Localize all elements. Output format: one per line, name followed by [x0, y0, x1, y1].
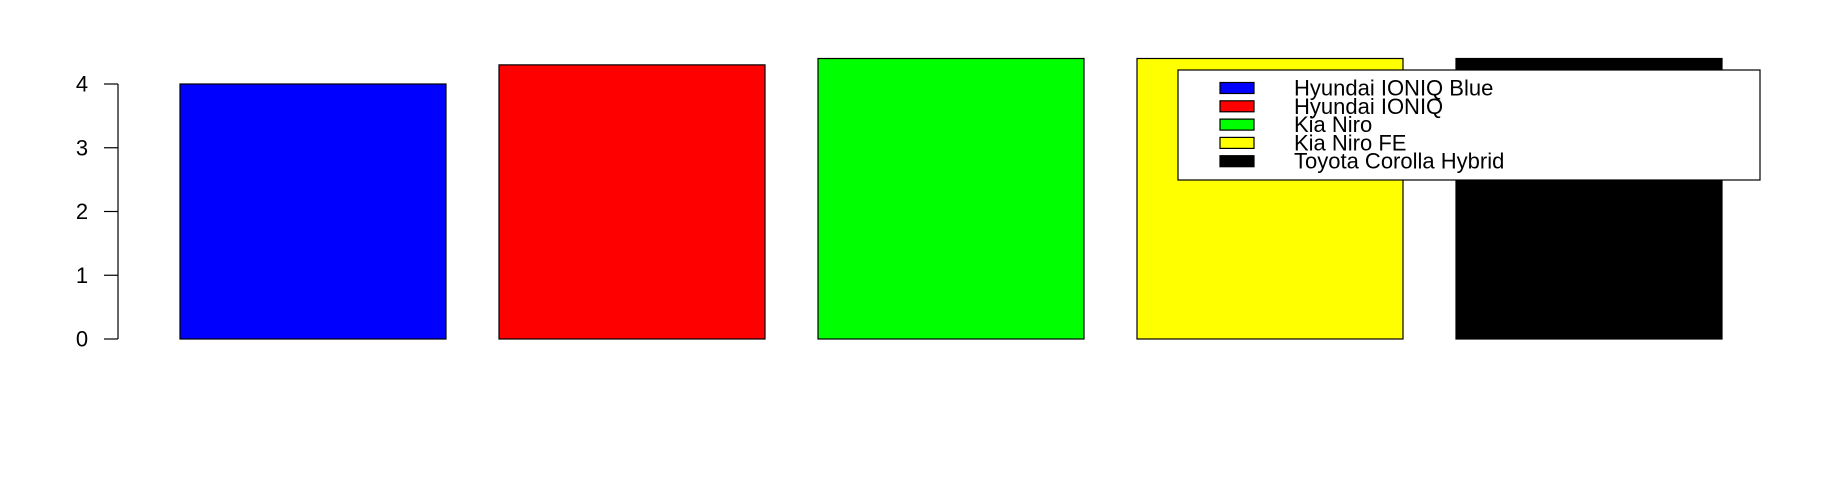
- y-tick-label: 3: [76, 135, 88, 160]
- legend-label: Hyundai IONIQ Blue: [1294, 76, 1493, 101]
- legend-swatch: [1219, 155, 1255, 168]
- y-tick-label: 1: [76, 263, 88, 288]
- bar-hyundai-ioniq: [498, 64, 766, 340]
- legend-swatch: [1219, 118, 1255, 131]
- y-tick-label: 4: [76, 72, 88, 97]
- legend-swatch: [1219, 100, 1255, 113]
- y-tick-label: 0: [76, 327, 88, 352]
- y-axis: 0 1 2 3 4: [76, 72, 119, 352]
- legend-swatch: [1219, 81, 1255, 95]
- legend-label: Hyundai IONIQ: [1294, 94, 1443, 119]
- bar-kia-niro: [817, 57, 1085, 340]
- legend-label: Kia Niro: [1294, 112, 1372, 137]
- bar-hyundai-ioniq-blue: [179, 83, 447, 340]
- legend-label: Kia Niro FE: [1294, 130, 1406, 155]
- legend-label: Toyota Corolla Hybrid: [1294, 149, 1504, 174]
- legend-box: [1177, 69, 1761, 181]
- legend-swatch: [1219, 136, 1255, 149]
- y-tick-label: 2: [76, 199, 88, 224]
